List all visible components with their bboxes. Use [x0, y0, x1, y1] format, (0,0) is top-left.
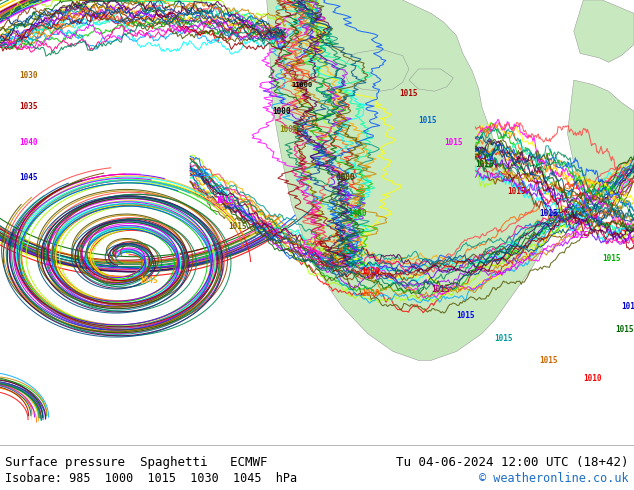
- Text: 1000: 1000: [336, 173, 354, 182]
- Text: 1035: 1035: [19, 102, 37, 111]
- Polygon shape: [342, 49, 409, 91]
- Text: 1015: 1015: [444, 138, 462, 147]
- Text: 1000: 1000: [361, 267, 380, 276]
- Text: Tu 04-06-2024 12:00 UTC (18+42): Tu 04-06-2024 12:00 UTC (18+42): [396, 456, 629, 469]
- Text: 1000: 1000: [279, 124, 297, 134]
- Text: 1015: 1015: [399, 89, 418, 98]
- Text: 1015: 1015: [571, 231, 589, 240]
- Text: Isobare: 985  1000  1015  1030  1045  hPa: Isobare: 985 1000 1015 1030 1045 hPa: [5, 472, 297, 486]
- Text: 1015: 1015: [431, 285, 450, 294]
- Polygon shape: [266, 0, 545, 360]
- Polygon shape: [409, 69, 453, 91]
- Text: 1040: 1040: [19, 138, 37, 147]
- Text: 1015: 1015: [621, 302, 634, 312]
- Text: 1400: 1400: [349, 209, 367, 218]
- Text: 1000: 1000: [273, 107, 291, 116]
- Polygon shape: [567, 80, 634, 191]
- Text: 1015: 1015: [190, 169, 209, 178]
- Text: 1030: 1030: [19, 71, 37, 80]
- Text: 1010: 1010: [583, 374, 602, 383]
- Text: 1015: 1015: [539, 356, 557, 365]
- Text: 1015: 1015: [507, 187, 526, 196]
- Text: 1015: 1015: [418, 116, 437, 124]
- Text: 1015: 1015: [216, 196, 234, 205]
- Text: 1015: 1015: [456, 311, 475, 320]
- Text: 1015: 1015: [228, 222, 247, 231]
- Text: 1015: 1015: [615, 325, 633, 334]
- Text: 1045: 1045: [139, 276, 158, 285]
- Text: 1015: 1015: [495, 334, 513, 343]
- Text: Surface pressure  Spaghetti   ECMWF: Surface pressure Spaghetti ECMWF: [5, 456, 268, 469]
- Text: 1015: 1015: [602, 253, 621, 263]
- Text: 1015: 1015: [539, 209, 557, 218]
- Polygon shape: [574, 0, 634, 62]
- Text: 1045: 1045: [19, 173, 37, 182]
- Text: © weatheronline.co.uk: © weatheronline.co.uk: [479, 472, 629, 486]
- Text: 11000: 11000: [292, 81, 313, 88]
- Text: 1015: 1015: [476, 160, 494, 169]
- Text: 1000: 1000: [361, 289, 380, 298]
